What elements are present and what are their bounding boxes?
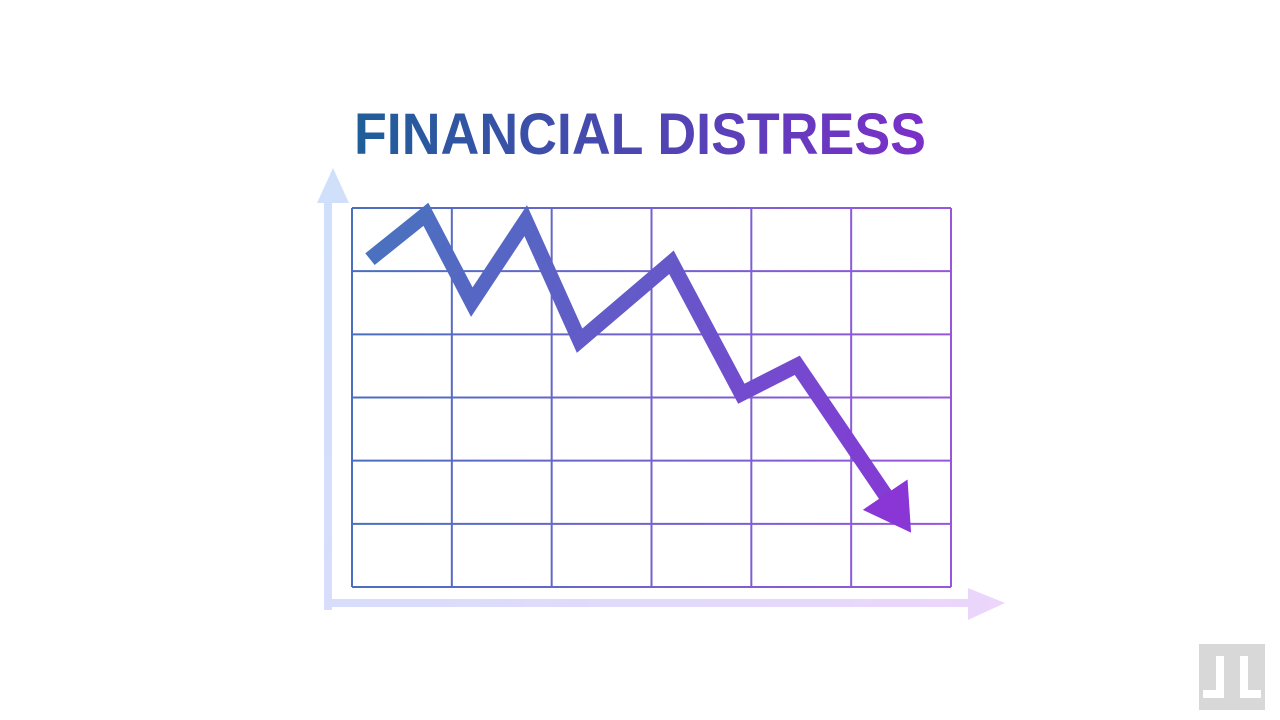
series-line: [365, 202, 895, 504]
x-axis-line: [324, 599, 974, 607]
series-line-group: [365, 202, 912, 533]
grid: [351, 207, 952, 588]
y-axis-line: [324, 196, 332, 610]
logo-icon: [1199, 644, 1265, 710]
axes: [317, 168, 1005, 620]
y-axis-arrowhead-icon: [317, 168, 349, 203]
page-title: FINANCIAL DISTRESS: [354, 102, 926, 167]
trend-arrowhead-icon: [862, 479, 912, 533]
x-axis-arrowhead-icon: [968, 588, 1005, 620]
title-graphic: FINANCIAL DISTRESS: [354, 102, 926, 167]
